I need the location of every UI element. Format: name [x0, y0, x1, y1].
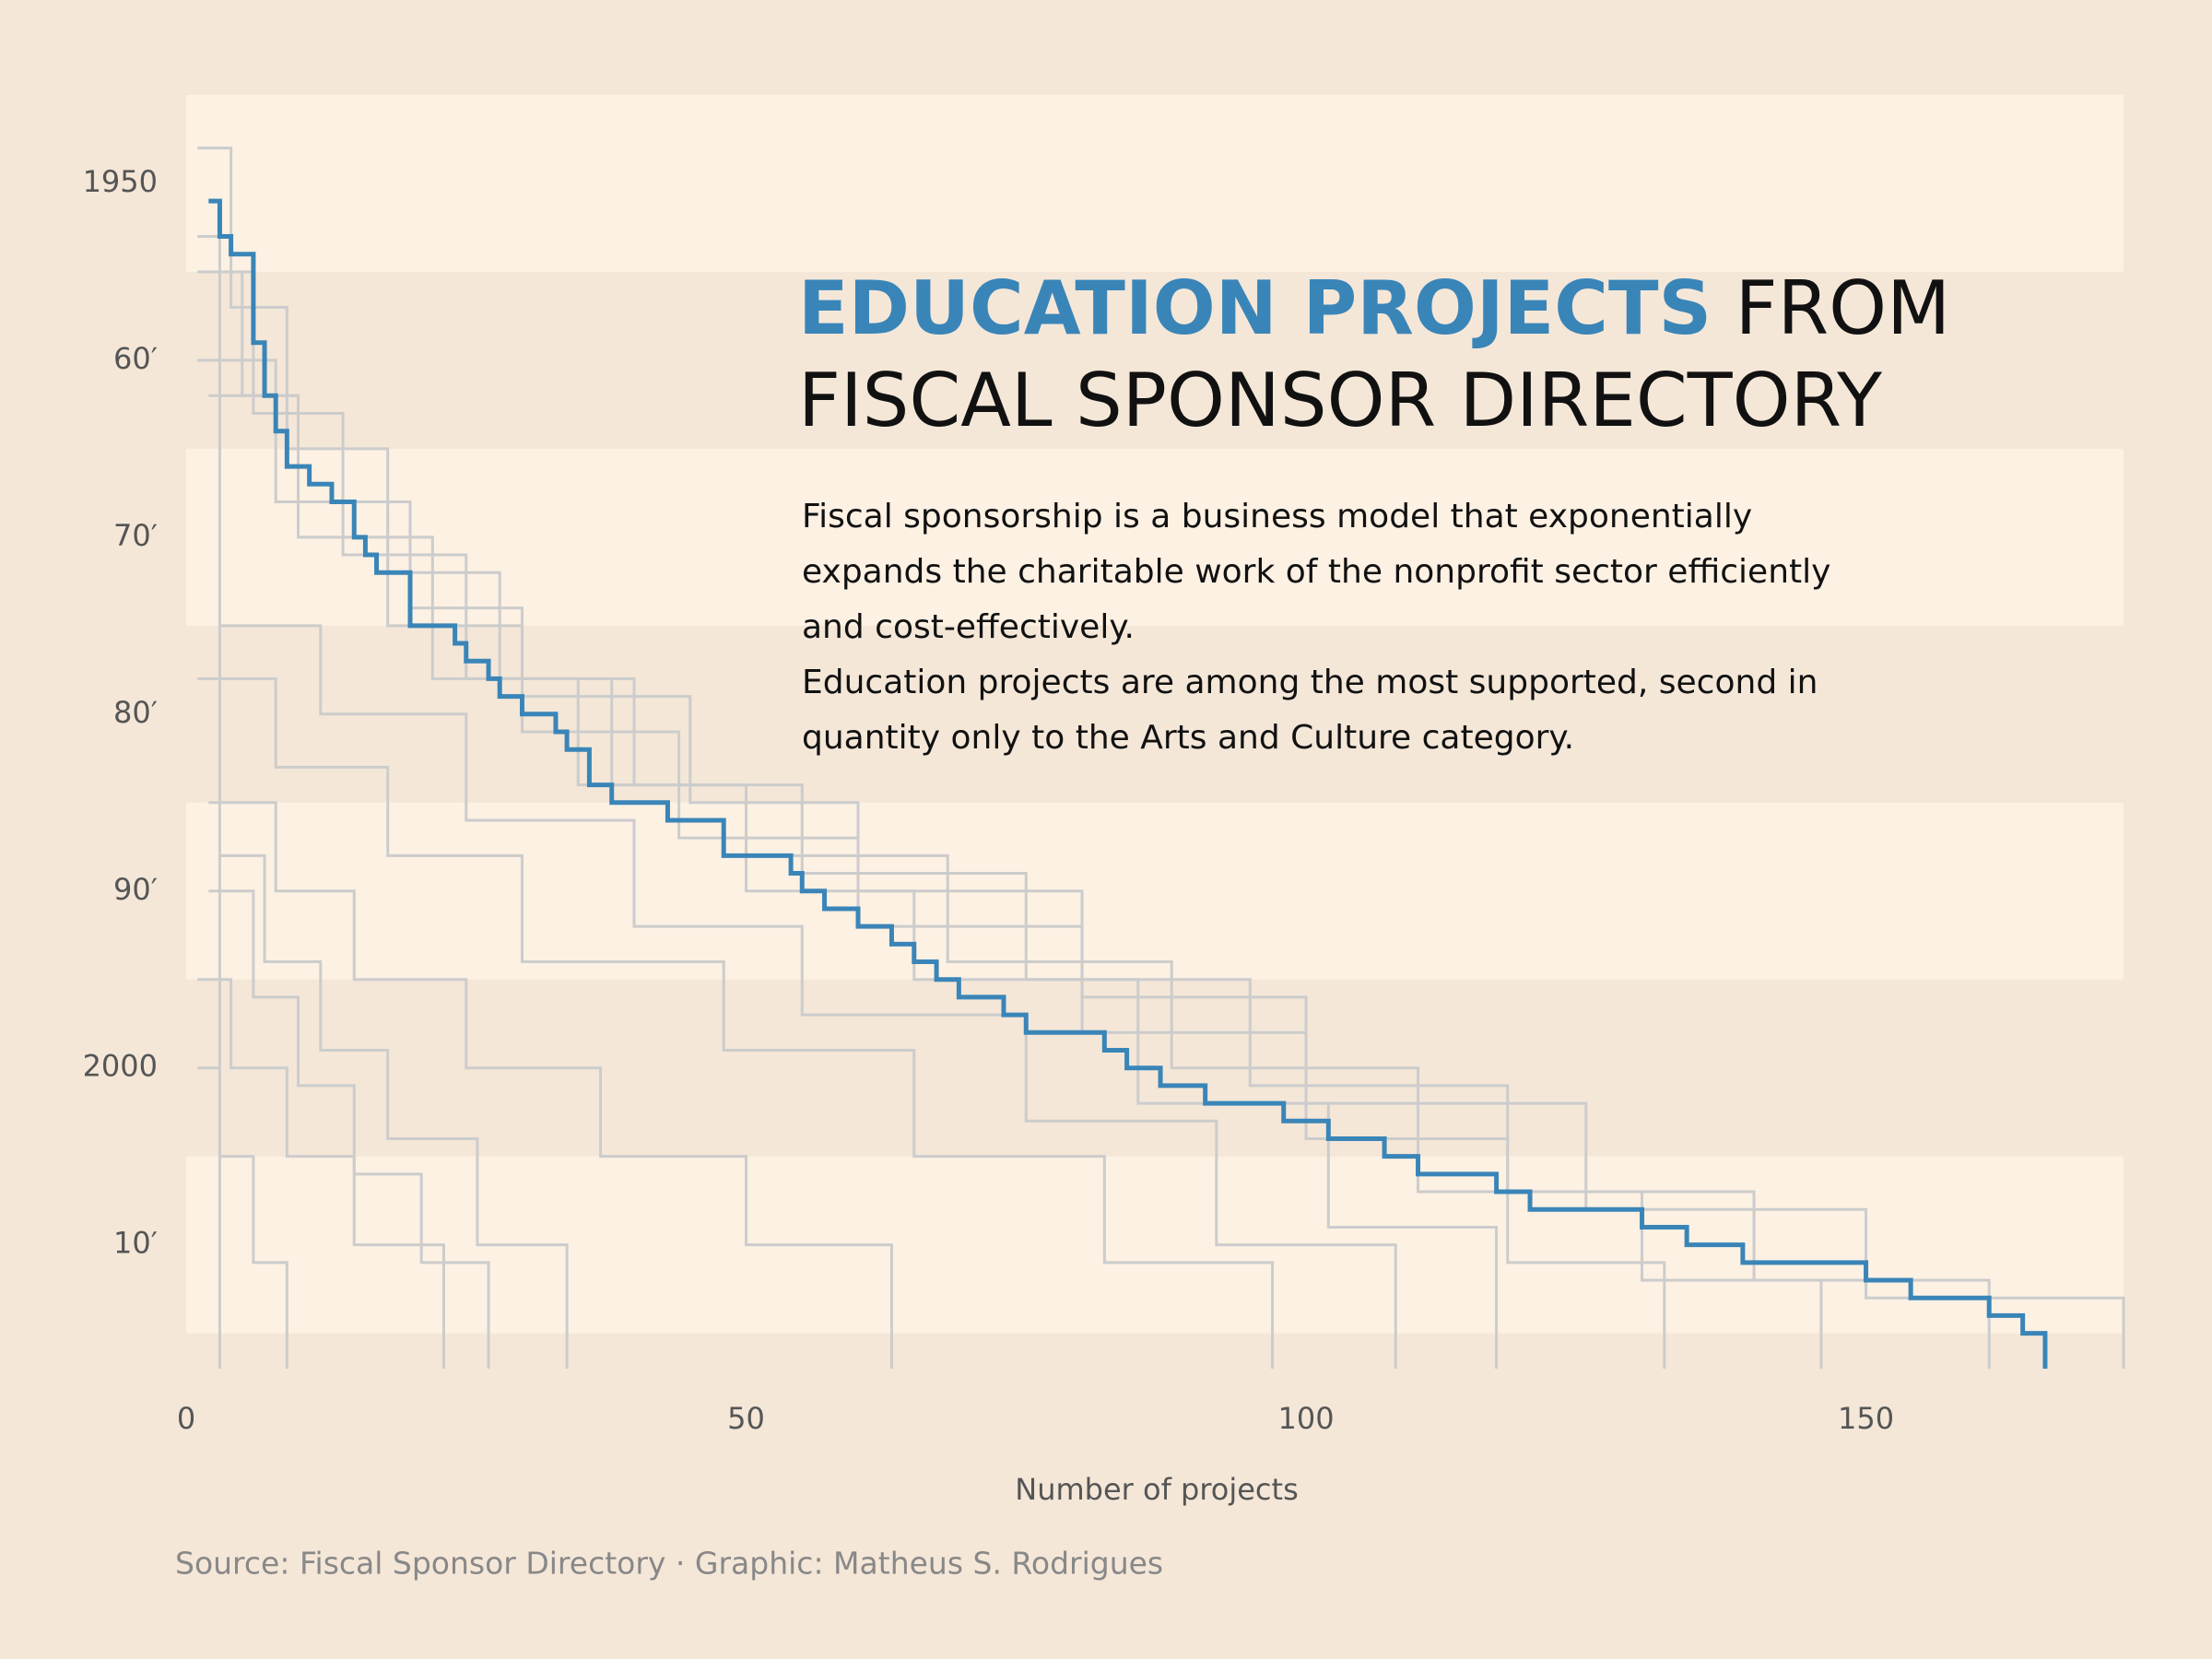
title-rest: FROM	[1735, 265, 1951, 351]
description-line: Fiscal sponsorship is a business model t…	[802, 498, 1752, 535]
grid-band	[186, 95, 2124, 272]
x-axis-label: Number of projects	[1015, 1472, 1298, 1507]
step-line	[219, 624, 1397, 1369]
step-line	[208, 394, 1499, 1369]
step-line	[197, 359, 1666, 1369]
title-highlight: EDUCATION PROJECTS	[798, 265, 1712, 351]
highlight-line	[208, 198, 2048, 1369]
y-tick-label: 1950	[83, 164, 158, 199]
step-line	[208, 801, 893, 1369]
x-tick-label: 150	[1838, 1401, 1894, 1436]
x-tick-label: 100	[1277, 1401, 1334, 1436]
chart-title-line2: FISCAL SPONSOR DIRECTORY	[798, 358, 1883, 443]
x-tick-label: 0	[177, 1401, 195, 1436]
source: Source: Fiscal Sponsor Directory · Graph…	[175, 1546, 1163, 1582]
y-tick-label: 10′	[113, 1226, 158, 1261]
grid-band	[186, 802, 2124, 980]
grid-band	[186, 448, 2124, 626]
step-line	[219, 853, 569, 1369]
description-line: Education projects are among the most su…	[802, 664, 1818, 701]
x-tick-label: 50	[727, 1401, 765, 1436]
y-tick-label: 60′	[113, 341, 158, 376]
y-tick-label: 2000	[83, 1049, 158, 1084]
y-tick-label: 80′	[113, 695, 158, 730]
y-tick-label: 70′	[113, 518, 158, 553]
y-tick-label: 90′	[113, 872, 158, 907]
description-line: expands the charitable work of the nonpr…	[802, 553, 1830, 591]
description-line: quantity only to the Arts and Culture ca…	[802, 719, 1574, 757]
grid-band	[186, 271, 2124, 449]
grid-band	[186, 625, 2124, 803]
description-line: and cost-effectively.	[802, 608, 1135, 646]
chart-title: EDUCATION PROJECTS FROM	[798, 265, 1950, 351]
step-line	[197, 978, 445, 1369]
step-line	[197, 677, 1275, 1369]
